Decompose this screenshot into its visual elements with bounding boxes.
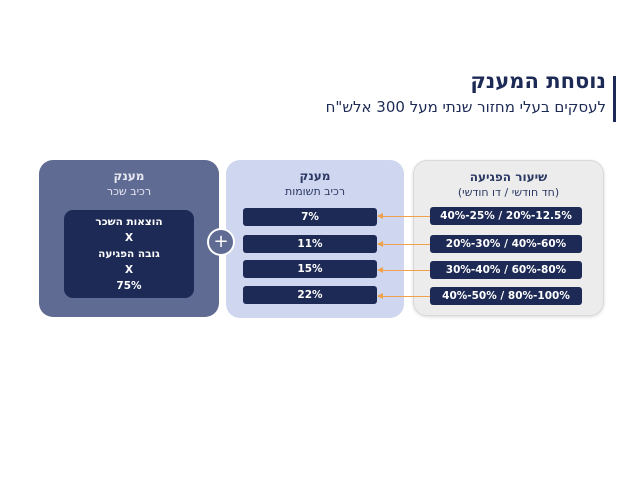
damage-rate-subtitle: (חד חודשי / דו חודשי) [457, 186, 560, 199]
arrow-left-icon [377, 267, 430, 273]
slide-title: נוסחת המענק [470, 69, 606, 93]
inputs-rate-row: 15% [243, 260, 377, 278]
inputs-component-subtitle: רכיב תשומות [284, 185, 346, 198]
formula-line: X [124, 232, 134, 244]
formula-line: 75% [116, 280, 142, 292]
title-accent-bar [613, 76, 616, 122]
slide-header: נוסחת המענק לעסקים בעלי מחזור שנתי מעל 3… [326, 68, 606, 118]
inputs-rate-row: 22% [243, 286, 377, 304]
arrow-left-icon [377, 293, 430, 299]
inputs-rate-row: 11% [243, 235, 377, 253]
formula-line: הוצאות השכר [95, 216, 163, 228]
inputs-component-title: מענק [299, 169, 331, 183]
damage-rate-row: 40%-25% / 20%-12.5% [430, 207, 582, 225]
arrow-left-icon [377, 213, 430, 219]
damage-rate-title: שיעור הפגיעה [469, 170, 548, 184]
salary-formula: הוצאות השכר X גובה הפגיעה X 75% [64, 210, 194, 298]
damage-rate-row: 20%-30% / 40%-60% [430, 235, 582, 253]
inputs-rate-row: 7% [243, 208, 377, 226]
damage-rate-row: 40%-50% / 80%-100% [430, 287, 582, 305]
arrow-left-icon [377, 241, 430, 247]
salary-component-title: מענק [113, 169, 145, 183]
plus-icon: + [209, 230, 233, 254]
formula-line: X [124, 264, 134, 276]
damage-rate-row: 30%-40% / 60%-80% [430, 261, 582, 279]
salary-component-subtitle: רכיב שכר [106, 185, 152, 198]
formula-line: גובה הפגיעה [98, 248, 160, 260]
slide-subtitle: לעסקים בעלי מחזור שנתי מעל 300 אלש"ח [325, 98, 606, 116]
